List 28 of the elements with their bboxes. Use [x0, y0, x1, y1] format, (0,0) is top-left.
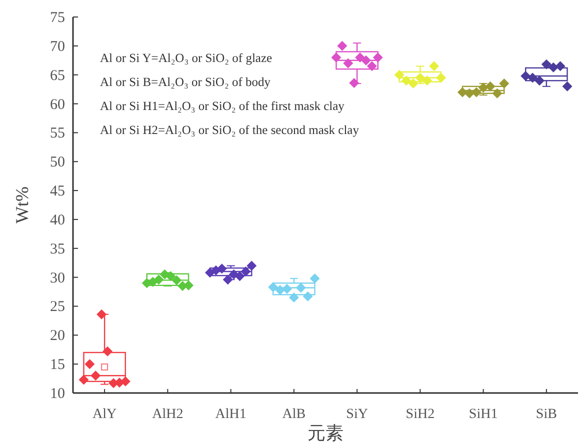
x-tick-label: AlH2 — [152, 407, 184, 422]
x-tick-label: SiB — [536, 407, 557, 422]
x-tick-label: AlY — [92, 407, 117, 422]
y-tick-label: 20 — [50, 328, 65, 344]
y-axis-title: Wt% — [12, 186, 32, 224]
y-tick-label: 30 — [50, 270, 65, 286]
y-tick-label: 55 — [50, 126, 65, 142]
annotation: Al or Si B=Al₂O₃ or SiO₂ of body — [100, 75, 272, 89]
x-tick-label: SiY — [346, 407, 368, 422]
y-tick-label: 50 — [50, 154, 65, 171]
x-tick-label: SiH2 — [406, 407, 435, 422]
y-tick-label: 10 — [50, 386, 65, 402]
annotation: Al or Si Y=Al₂O₃ or SiO₂ of glaze — [100, 51, 273, 65]
annotation: Al or Si H1=Al₂O₃ or SiO₂ of the first mask clay — [100, 99, 346, 113]
y-tick-label: 25 — [50, 299, 65, 316]
y-tick-label: 75 — [50, 10, 65, 26]
x-tick-label: SiH1 — [468, 407, 498, 422]
y-tick-label: 60 — [50, 96, 65, 113]
y-tick-label: 45 — [50, 184, 65, 200]
annotation: Al or Si H2=Al₂O₃ or SiO₂ of the second mask clay — [100, 123, 360, 137]
y-tick-label: 65 — [50, 68, 65, 84]
y-tick-label: 15 — [50, 357, 65, 374]
y-tick-label: 40 — [50, 212, 65, 228]
y-tick-label: 35 — [50, 241, 65, 258]
y-tick-label: 70 — [50, 38, 65, 55]
x-axis-title: 元素 — [308, 423, 344, 443]
x-tick-label: AlH1 — [215, 407, 246, 422]
x-tick-label: AlB — [282, 407, 306, 422]
